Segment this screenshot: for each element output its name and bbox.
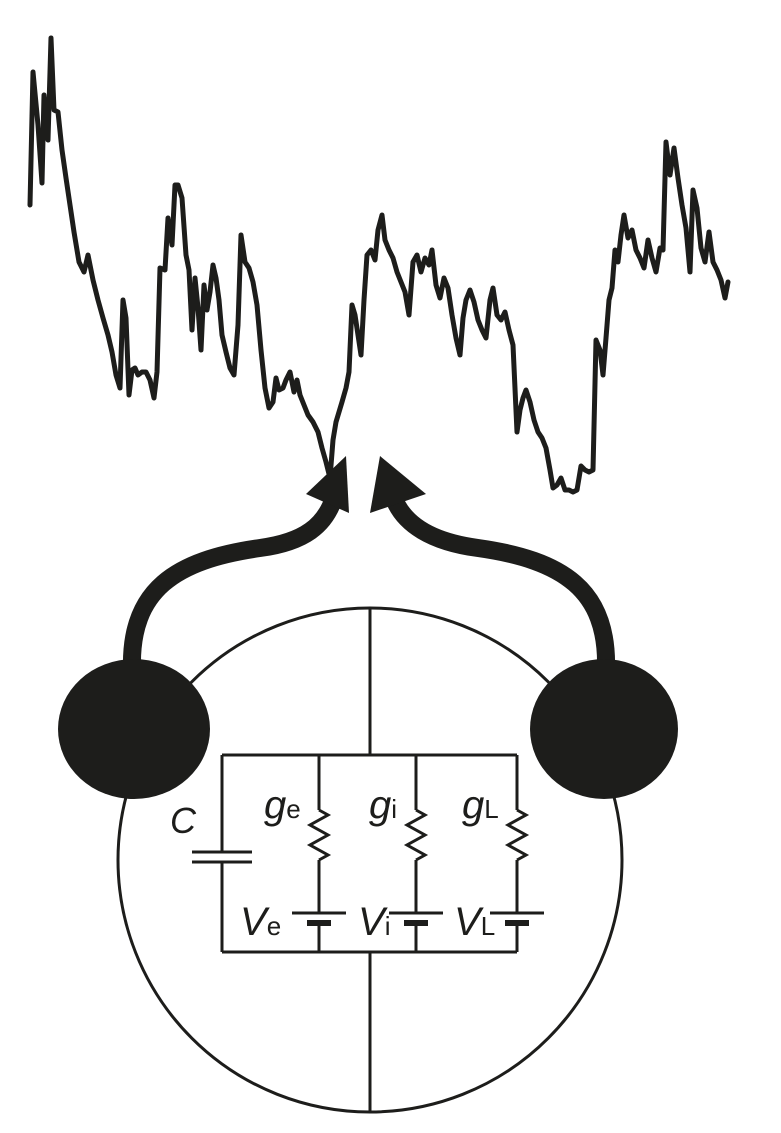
left-synaptic-arrow	[122, 456, 349, 677]
right-synaptic-arrow	[370, 456, 616, 677]
left-arrowhead-icon	[306, 456, 349, 513]
conductance-i-label: gi	[369, 783, 397, 827]
reversal-L-label: VL	[454, 900, 495, 944]
membrane-potential-trace	[27, 35, 731, 495]
reversal-i-label: Vi	[358, 900, 390, 944]
conductance-L-label: gL	[462, 783, 499, 827]
inhibitory-neuron-icon	[530, 659, 678, 799]
resistor-e-icon	[306, 808, 332, 862]
equivalent-circuit	[192, 753, 544, 954]
excitatory-neuron-icon	[58, 659, 210, 799]
capacitor-label: C	[170, 800, 197, 841]
reversal-e-label: Ve	[240, 900, 281, 944]
resistor-L-icon	[504, 808, 530, 862]
right-arrowhead-icon	[370, 456, 426, 513]
conductance-e-label: ge	[264, 783, 301, 827]
resistor-i-icon	[403, 808, 429, 862]
